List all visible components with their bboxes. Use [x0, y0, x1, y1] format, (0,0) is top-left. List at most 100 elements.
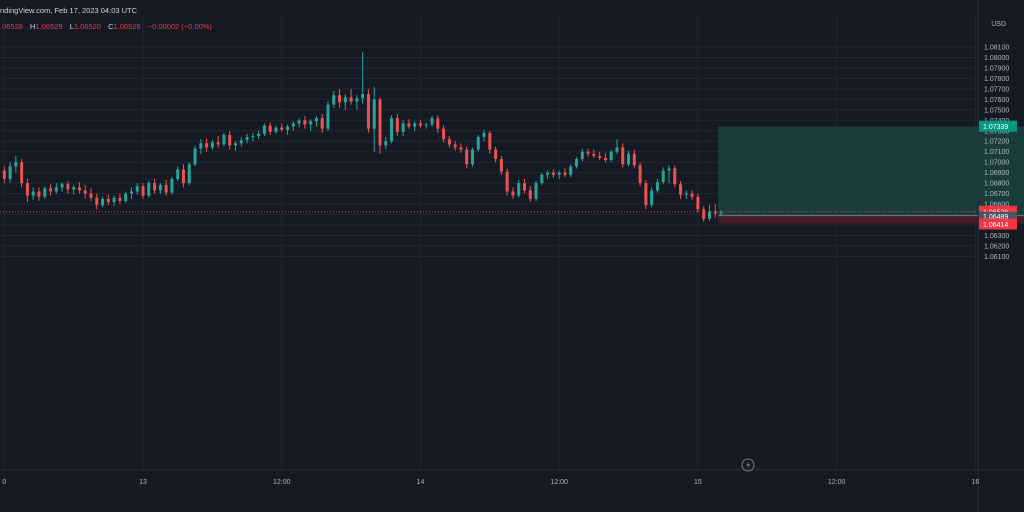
candle-body	[349, 97, 353, 102]
candle-body	[158, 185, 162, 191]
chart-source-label: ndingView.com, Feb 17, 2023 04:03 UTC	[0, 6, 138, 15]
candle-body	[696, 196, 700, 210]
candle-body	[332, 95, 336, 105]
candle-body	[488, 132, 492, 150]
candle-body	[494, 149, 498, 160]
candle-body	[476, 137, 480, 150]
candle-body	[650, 190, 654, 206]
candle-body	[228, 134, 232, 146]
candle-body	[436, 118, 440, 129]
candle-body	[181, 169, 185, 184]
ohlc-low-value: 1.06520	[73, 22, 101, 31]
candle-body	[262, 125, 266, 134]
candle-body	[603, 157, 607, 161]
replay-lightning-button[interactable]	[741, 458, 755, 472]
candle-body	[291, 123, 295, 127]
x-tick-label: 0	[2, 479, 6, 486]
x-tick-label: 12:00	[273, 479, 291, 486]
y-tick-label: 1.06300	[984, 233, 1009, 240]
candle-body	[523, 183, 526, 191]
target-price-badge-text: 1.07339	[983, 124, 1008, 131]
candle-body	[187, 164, 191, 184]
candle-body	[407, 123, 411, 127]
candle-body	[592, 153, 596, 156]
candle-body	[54, 187, 58, 192]
x-tick-label: 12:00	[828, 479, 846, 486]
ohlc-legend: .06528 H1.06529 L1.06520 C1.06526 −0.000…	[0, 22, 217, 31]
candle-body	[499, 159, 503, 172]
y-tick-label: 1.07600	[984, 97, 1009, 104]
y-tick-label: 1.07700	[984, 86, 1009, 93]
chart-grid	[0, 14, 978, 470]
candle-body	[482, 132, 486, 138]
price-axis[interactable]: 1.061001.062001.063001.064001.065001.066…	[977, 0, 1009, 512]
candle-body	[615, 147, 619, 152]
candle-body	[153, 183, 157, 191]
time-axis[interactable]: 01312:001412:001512:001612:001712:002012…	[0, 469, 1024, 486]
candle-body	[338, 95, 342, 103]
candle-body	[442, 128, 446, 140]
lightning-icon[interactable]	[746, 461, 751, 469]
candle-body	[257, 133, 261, 136]
candle-body	[72, 187, 76, 190]
entry-price-badge	[979, 211, 1017, 222]
candle-body	[199, 143, 203, 149]
candle-body	[673, 168, 677, 185]
candle-body	[707, 211, 711, 219]
candle-body	[210, 142, 214, 148]
candle-body	[395, 118, 399, 132]
candle-body	[517, 183, 521, 196]
candle-body	[702, 209, 706, 219]
candle-body	[326, 104, 330, 129]
candle-body	[563, 172, 567, 175]
candle-body	[2, 170, 6, 179]
candle-body	[638, 165, 642, 184]
y-tick-label: 1.07800	[984, 76, 1009, 83]
candle-body	[286, 126, 290, 130]
candle-body	[193, 148, 197, 165]
y-tick-label: 1.07900	[984, 65, 1009, 72]
candle-body	[124, 193, 128, 201]
candle-body	[43, 188, 47, 197]
profit-zone	[718, 126, 1024, 216]
candle-body	[655, 182, 659, 191]
chart-header: ndingView.com, Feb 17, 2023 04:03 UTC .0…	[0, 0, 978, 36]
candle-body	[470, 149, 474, 165]
currency-label[interactable]: USD	[991, 21, 1006, 28]
candle-body	[586, 151, 590, 154]
candle-body	[170, 178, 174, 193]
candle-body	[83, 190, 87, 194]
stop-price-badge	[979, 218, 1017, 230]
candle-body	[430, 118, 434, 125]
candle-body	[101, 198, 105, 206]
lightning-icon-ring[interactable]	[741, 458, 755, 472]
y-tick-label: 1.07200	[984, 139, 1009, 146]
candle-body	[129, 191, 133, 194]
y-tick-label: 1.06700	[984, 191, 1009, 198]
candle-body	[372, 99, 376, 129]
ohlc-close-label: C	[108, 22, 114, 31]
candle-body	[95, 197, 99, 206]
candle-series	[2, 52, 723, 222]
candle-body	[511, 191, 515, 196]
candle-body	[546, 172, 550, 175]
y-tick-label: 1.08000	[984, 55, 1009, 62]
candle-body	[239, 140, 243, 144]
candle-body	[609, 151, 613, 161]
ohlc-high-label: H	[30, 22, 36, 31]
candle-body	[575, 159, 579, 167]
candle-body	[216, 142, 220, 145]
candle-body	[49, 188, 53, 192]
candle-body	[25, 183, 29, 196]
stop-price-badge-text: 1.06414	[983, 222, 1008, 229]
candle-body	[667, 168, 671, 171]
candle-body	[366, 94, 370, 129]
candle-body	[627, 153, 631, 165]
candle-body	[418, 123, 422, 126]
long-position-tool[interactable]	[718, 126, 1024, 224]
y-tick-label: 1.06800	[984, 181, 1009, 188]
y-tick-label: 1.07100	[984, 149, 1009, 156]
candle-body	[661, 170, 665, 183]
candle-body	[303, 120, 307, 125]
